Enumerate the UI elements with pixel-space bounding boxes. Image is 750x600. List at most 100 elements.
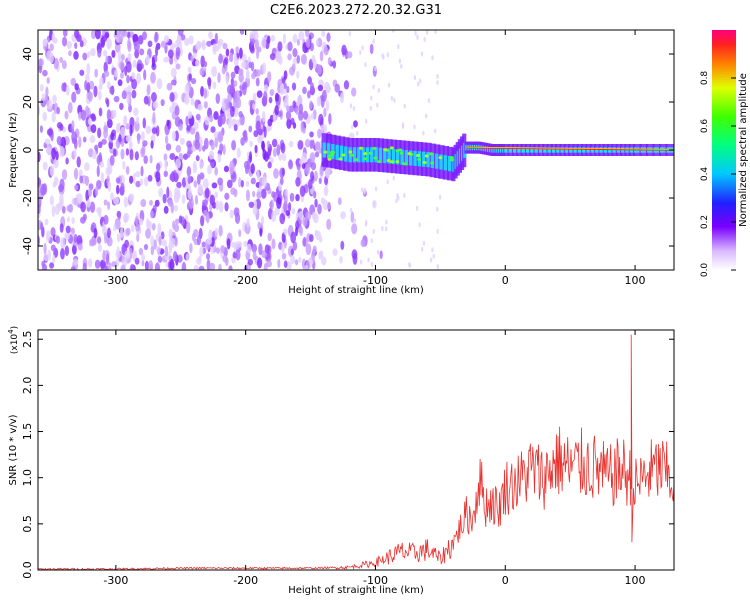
speckle — [242, 83, 247, 96]
speckle — [166, 186, 170, 199]
speckle — [97, 127, 102, 139]
speckle — [425, 30, 429, 35]
speckle — [256, 48, 260, 60]
speckle — [290, 255, 296, 265]
speckle — [156, 245, 161, 254]
speckle — [298, 210, 304, 220]
speckle — [119, 72, 124, 79]
spectrogram-y-label: Frequency (Hz) — [8, 112, 19, 188]
speckle — [219, 143, 224, 153]
signal-clump — [389, 146, 394, 150]
speckle — [370, 95, 373, 101]
speckle — [208, 229, 213, 241]
speckle — [438, 194, 442, 200]
speckle — [131, 224, 135, 233]
speckle — [157, 222, 162, 235]
speckle — [80, 201, 87, 213]
speckle — [300, 120, 304, 133]
speckle — [297, 140, 304, 150]
speckle — [343, 80, 350, 90]
y-tick-label: 1.5 — [21, 423, 34, 441]
speckle — [323, 185, 329, 197]
speckle — [141, 131, 145, 142]
speckle — [257, 257, 263, 269]
signal-clump — [363, 157, 368, 161]
speckle — [107, 201, 111, 210]
x-tick-label: -100 — [363, 274, 388, 287]
speckle — [361, 45, 364, 51]
speckle — [436, 228, 439, 234]
speckle — [232, 98, 238, 109]
speckle — [320, 124, 325, 132]
speckle — [164, 159, 168, 171]
speckle — [209, 203, 213, 212]
speckle — [271, 210, 277, 223]
speckle — [141, 260, 145, 267]
speckle — [267, 161, 272, 169]
speckle — [321, 256, 327, 266]
speckle — [385, 226, 388, 232]
colorbar-gradient — [712, 30, 736, 270]
speckle — [216, 247, 220, 254]
speckle — [59, 223, 64, 233]
speckle — [38, 105, 41, 116]
speckle — [246, 218, 250, 228]
signal-clump — [395, 160, 400, 164]
speckle — [49, 165, 55, 177]
speckle — [160, 231, 165, 240]
signal-core — [387, 148, 393, 164]
speckle — [38, 204, 41, 215]
speckle — [132, 252, 137, 260]
speckle — [121, 90, 127, 100]
snr-scale-label: (x104) — [7, 326, 20, 354]
speckle — [76, 156, 81, 168]
speckle — [287, 53, 292, 61]
speckle — [113, 148, 117, 157]
speckle — [292, 122, 297, 129]
speckle — [124, 250, 131, 260]
speckle — [193, 121, 199, 131]
speckle — [323, 46, 329, 56]
speckle — [51, 111, 56, 123]
speckle — [266, 260, 272, 268]
speckle — [325, 85, 332, 94]
speckle — [213, 131, 219, 139]
speckle — [100, 172, 105, 184]
speckle — [269, 88, 275, 97]
speckle — [59, 145, 65, 158]
speckle — [436, 74, 439, 80]
speckle — [133, 41, 140, 52]
speckle — [89, 135, 96, 144]
speckle — [212, 43, 217, 55]
speckle — [98, 107, 103, 117]
speckle — [252, 190, 256, 198]
speckle — [79, 40, 84, 48]
signal-peak — [466, 146, 674, 151]
speckle — [68, 50, 72, 57]
speckle — [286, 118, 292, 129]
speckle — [302, 236, 307, 247]
speckle — [187, 111, 193, 119]
speckle — [294, 259, 299, 266]
signal-core — [569, 147, 575, 153]
speckle — [420, 51, 424, 57]
speckle — [155, 125, 160, 137]
speckle — [246, 243, 252, 254]
speckle — [193, 52, 197, 59]
signal-core — [435, 153, 441, 169]
speckle — [122, 160, 126, 170]
speckle — [70, 266, 76, 270]
speckle — [295, 107, 299, 115]
speckle — [206, 40, 212, 47]
x-tick-label: 100 — [625, 274, 646, 287]
speckle — [308, 179, 313, 190]
speckle — [176, 181, 182, 189]
speckle — [94, 30, 101, 40]
speckle — [88, 80, 95, 90]
speckle — [113, 223, 117, 232]
speckle — [273, 168, 279, 179]
speckle — [420, 246, 424, 252]
speckle — [206, 237, 212, 245]
speckle — [105, 55, 109, 64]
speckle — [271, 191, 276, 198]
